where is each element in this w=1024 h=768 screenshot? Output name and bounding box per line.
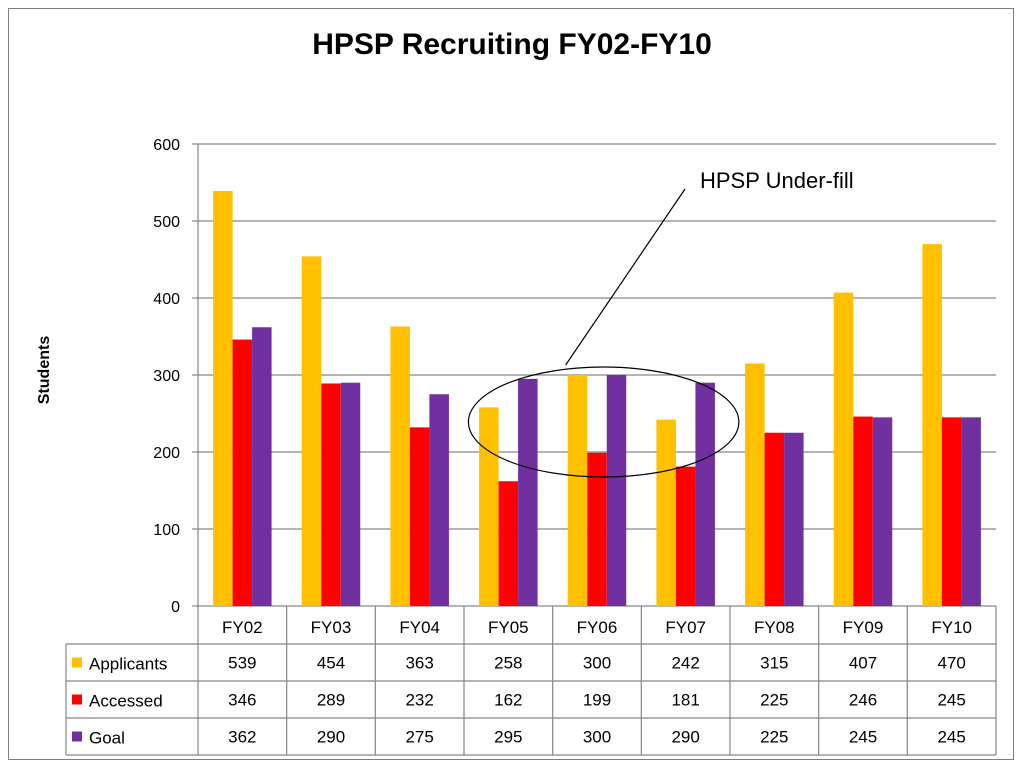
bar-applicants-fy06 [567, 375, 588, 606]
annotation-text: HPSP Under-fill [700, 168, 854, 193]
data-cell: 470 [937, 654, 965, 673]
data-cell: 275 [405, 728, 433, 747]
data-cell: 362 [228, 728, 256, 747]
axes: 0 100 200 300 400 500 600 Students [36, 137, 199, 616]
y-tick-label: 200 [153, 445, 180, 462]
data-cell: 232 [405, 691, 433, 710]
bar-applicants-fy02 [213, 190, 233, 606]
bars [213, 190, 981, 606]
category-label: FY02 [222, 618, 263, 637]
legend-swatch-applicants [72, 657, 82, 668]
data-cell: 245 [937, 728, 965, 747]
data-cell: 290 [317, 728, 345, 747]
y-axis-label: Students [36, 336, 53, 405]
data-cell: 242 [671, 654, 699, 673]
bar-applicants-fy09 [833, 292, 854, 606]
bar-goal-fy07 [695, 382, 715, 606]
category-label: FY07 [665, 618, 706, 637]
category-label: FY04 [399, 618, 440, 637]
category-label: FY09 [843, 618, 884, 637]
legend-swatch-goal [72, 731, 82, 742]
chart-frame [8, 8, 1014, 760]
bar-applicants-fy04 [390, 326, 410, 606]
data-cell: 289 [317, 691, 345, 710]
data-cell: 454 [317, 654, 345, 673]
bar-goal-fy09 [872, 417, 893, 606]
data-cell: 199 [583, 691, 611, 710]
data-cell: 295 [494, 728, 522, 747]
data-cell: 258 [494, 654, 522, 673]
data-cell: 290 [671, 728, 699, 747]
bar-accessed-fy03 [321, 383, 341, 606]
bar-applicants-fy05 [479, 407, 499, 606]
chart-title: HPSP Recruiting FY02-FY10 [312, 28, 712, 61]
annotation: HPSP Under-fill [467, 168, 854, 478]
bar-accessed-fy08 [764, 432, 785, 606]
bar-goal-fy04 [429, 394, 449, 606]
category-label: FY10 [931, 618, 972, 637]
category-label: FY06 [577, 618, 618, 637]
data-cell: 225 [760, 691, 788, 710]
bar-applicants-fy07 [656, 419, 676, 606]
data-cell: 407 [849, 654, 877, 673]
data-cell: 300 [583, 654, 611, 673]
y-tick-label: 400 [153, 291, 180, 308]
bar-applicants-fy10 [922, 244, 942, 606]
category-label: FY08 [754, 618, 795, 637]
data-cell: 300 [583, 728, 611, 747]
data-cell: 162 [494, 691, 522, 710]
y-tick-label: 0 [171, 599, 180, 616]
annotation-leader-line [565, 188, 686, 366]
data-table: FY02 FY03 FY04 FY05 FY06 FY07 FY08 FY09 FY10 Appl… [65, 606, 997, 756]
bar-goal-fy05 [518, 378, 538, 606]
data-cell: 225 [760, 728, 788, 747]
bar-goal-fy02 [252, 327, 272, 606]
bar-accessed-fy04 [409, 427, 430, 606]
y-tick-label: 300 [153, 368, 180, 385]
data-cell: 315 [760, 654, 788, 673]
data-cell: 346 [228, 691, 256, 710]
y-tick-label: 600 [153, 137, 180, 154]
legend-label-applicants: Applicants [89, 655, 167, 674]
category-label: FY05 [488, 618, 529, 637]
bar-goal-fy06 [606, 375, 627, 606]
data-cell: 363 [405, 654, 433, 673]
bar-applicants-fy08 [745, 363, 765, 606]
legend-label-goal: Goal [89, 729, 125, 748]
data-cell: 246 [849, 691, 877, 710]
data-cell: 245 [937, 691, 965, 710]
bar-accessed-fy07 [675, 466, 696, 606]
y-tick-label: 500 [153, 214, 180, 231]
bar-accessed-fy02 [232, 339, 253, 606]
bar-applicants-fy03 [301, 256, 322, 606]
bar-accessed-fy05 [498, 481, 519, 606]
data-cell: 245 [849, 728, 877, 747]
data-cell: 539 [228, 654, 256, 673]
data-cell: 181 [671, 691, 699, 710]
bar-accessed-fy10 [941, 417, 962, 606]
category-label: FY03 [311, 618, 352, 637]
annotation-ellipse [467, 366, 740, 478]
y-tick-label: 100 [153, 522, 180, 539]
bar-goal-fy10 [961, 417, 981, 606]
bar-goal-fy03 [340, 382, 361, 606]
bar-goal-fy08 [784, 432, 804, 606]
bar-accessed-fy09 [853, 416, 873, 606]
bar-accessed-fy06 [587, 452, 607, 606]
legend-label-accessed: Accessed [89, 692, 163, 711]
legend-swatch-accessed [72, 694, 82, 705]
